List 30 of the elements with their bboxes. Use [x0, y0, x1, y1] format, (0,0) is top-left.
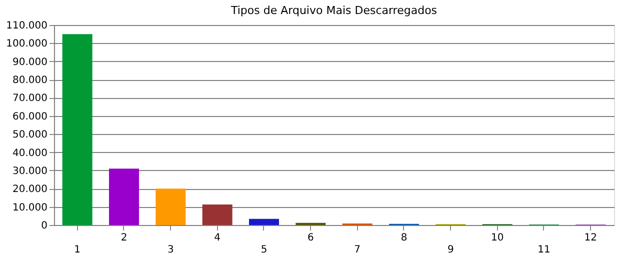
bar: [249, 218, 279, 225]
bar: [156, 188, 186, 225]
x-tick-label: 8: [400, 232, 408, 244]
y-tick-label: 60.000: [12, 111, 48, 122]
chart-title: Tipos de Arquivo Mais Descarregados: [230, 4, 438, 17]
y-tick-label: 10.000: [12, 202, 48, 214]
x-tick-label: 4: [214, 232, 221, 244]
bar: [202, 204, 232, 225]
bar: [62, 34, 92, 225]
x-tick-label: 2: [120, 232, 128, 244]
x-tick-label: 5: [260, 244, 268, 256]
y-tick-label: 100.000: [6, 38, 48, 50]
bar: [109, 168, 139, 225]
y-tick-label: 0: [41, 220, 48, 232]
y-tick-label: 20.000: [12, 184, 48, 196]
y-tick-label: 40.000: [12, 148, 48, 159]
y-tick-label: 50.000: [12, 130, 48, 141]
x-tick-label: 6: [307, 232, 314, 244]
y-tick-label: 70.000: [12, 93, 48, 104]
y-tick-label: 30.000: [12, 166, 48, 177]
x-tick-label: 3: [167, 244, 174, 256]
x-tick-label: 9: [447, 244, 454, 256]
x-tick-label: 11: [538, 244, 550, 256]
x-tick-label: 12: [584, 232, 598, 244]
y-tick-label: 90.000: [12, 56, 48, 68]
x-tick-label: 10: [490, 232, 504, 244]
x-tick-label: 7: [354, 244, 361, 256]
y-tick-label: 80.000: [12, 75, 48, 86]
y-tick-label: 110.000: [6, 20, 48, 32]
x-tick-label: 1: [74, 244, 81, 256]
